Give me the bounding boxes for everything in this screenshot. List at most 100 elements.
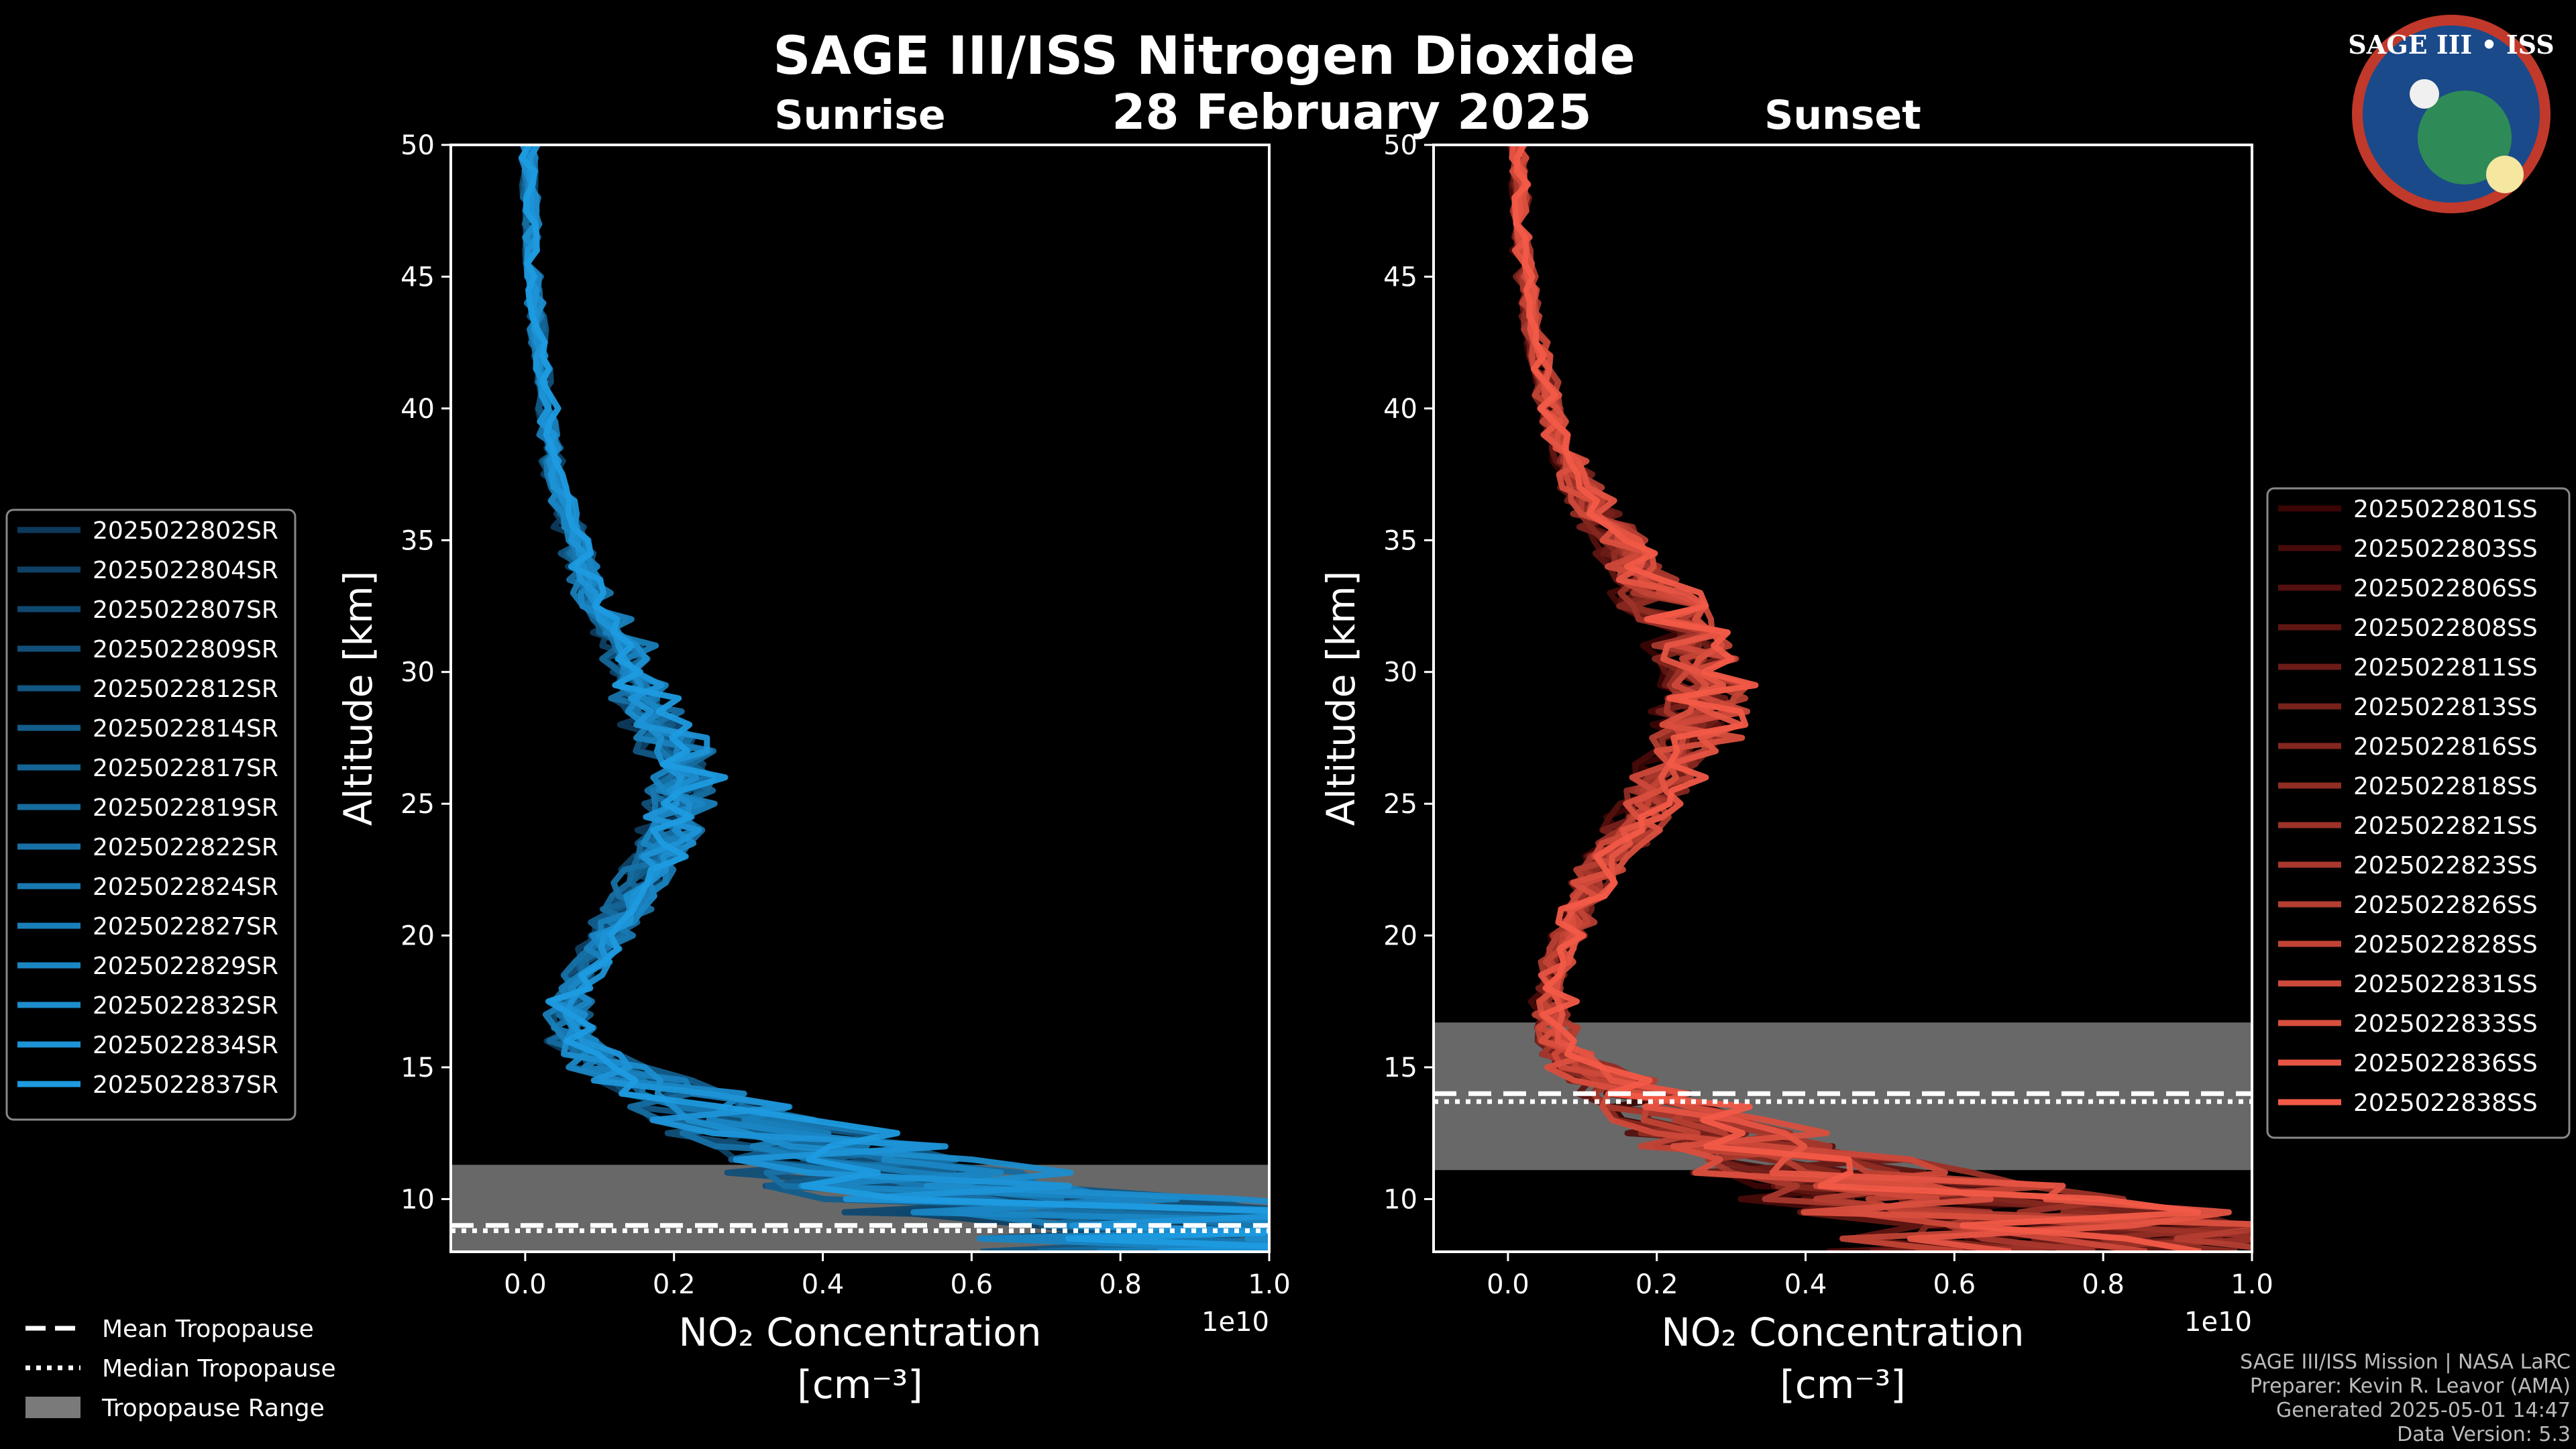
x-tick-label: 0.8: [1099, 1269, 1142, 1300]
legend-entry: 2025022819SR: [93, 794, 278, 822]
legend-entry: 2025022829SR: [93, 953, 278, 980]
panel-title: Sunrise: [774, 92, 945, 139]
legend-entry: 2025022802SR: [93, 517, 278, 545]
legend-entry: 2025022837SR: [93, 1071, 278, 1099]
y-tick-label: 20: [400, 921, 435, 952]
profile-line-2025022834SR: [524, 145, 1269, 1252]
legend-entry: 2025022806SS: [2353, 575, 2538, 602]
y-tick-label: 15: [1383, 1053, 1417, 1083]
profile-lines: [1507, 145, 2252, 1252]
y-tick-label: 30: [400, 657, 435, 688]
plot-frame: [1432, 144, 2253, 1253]
legend-entry: 2025022812SR: [93, 676, 278, 703]
legend-entry: 2025022822SR: [93, 834, 278, 861]
footer-line: Data Version: 5.3: [2397, 1423, 2571, 1446]
x-tick-label: 1.0: [1248, 1269, 1291, 1300]
y-tick-label: 35: [400, 525, 435, 556]
legend-entry: 2025022814SR: [93, 715, 278, 743]
y-tick-label: 40: [400, 394, 435, 425]
legend-entry: 2025022838SS: [2353, 1089, 2538, 1117]
y-tick-label: 20: [1383, 921, 1417, 952]
y-tick-label: 50: [1383, 130, 1417, 161]
legend-entry: 2025022828SS: [2353, 931, 2538, 959]
y-axis-label: Altitude [km]: [1318, 571, 1364, 826]
x-axis-units: [cm⁻³]: [797, 1362, 923, 1407]
figure-title: SAGE III/ISS Nitrogen Dioxide: [773, 26, 1635, 87]
tropopause-legend-label: Median Tropopause: [102, 1355, 336, 1383]
legend-box: [2266, 487, 2571, 1139]
legend-entry: 2025022813SS: [2353, 694, 2538, 721]
panel-title: Sunset: [1764, 92, 1921, 139]
x-tick-label: 0.6: [951, 1269, 994, 1300]
plot-frame: [449, 144, 1271, 1253]
legend-entry: 2025022826SS: [2353, 892, 2538, 919]
legend-entry: 2025022821SS: [2353, 812, 2538, 840]
x-offset-label: 1e10: [2184, 1307, 2252, 1338]
legend-entry: 2025022836SS: [2353, 1050, 2538, 1077]
legend-entry: 2025022831SS: [2353, 971, 2538, 998]
tropopause-range-swatch: [25, 1397, 80, 1418]
legend-entry: 2025022833SS: [2353, 1010, 2538, 1038]
legend-entry: 2025022827SR: [93, 913, 278, 941]
profile-line-2025022837SR: [519, 145, 1269, 1249]
figure-date: 28 February 2025: [1112, 84, 1591, 140]
legend-entry: 2025022824SR: [93, 873, 278, 901]
y-tick-label: 15: [400, 1053, 435, 1083]
sunset-legend: 2025022801SS 2025022803SS 2025022806SS 2025…: [2266, 487, 2571, 1139]
footer-credits: SAGE III/ISS Mission | NASA LaRCPreparer…: [2240, 1350, 2571, 1446]
legend-entry: 2025022816SS: [2353, 733, 2538, 761]
x-tick-label: 0.4: [1784, 1269, 1827, 1300]
legend-entry: 2025022809SR: [93, 636, 278, 663]
x-axis-units: [cm⁻³]: [1780, 1362, 1906, 1407]
legend-entry: 2025022823SS: [2353, 852, 2538, 879]
x-axis-label: NO₂ Concentration: [678, 1309, 1041, 1355]
x-axis-label: NO₂ Concentration: [1661, 1309, 2024, 1355]
legend-entry: 2025022811SS: [2353, 654, 2538, 682]
y-tick-label: 25: [1383, 789, 1417, 820]
y-tick-label: 25: [400, 789, 435, 820]
sage-iii-iss-logo: SAGE III • ISS: [2348, 15, 2555, 213]
logo-sun: [2486, 156, 2524, 193]
logo-moon: [2410, 79, 2439, 109]
y-tick-label: 10: [1383, 1184, 1417, 1215]
y-tick-label: 35: [1383, 525, 1417, 556]
profile-lines: [518, 145, 1269, 1252]
x-tick-label: 1.0: [2231, 1269, 2273, 1300]
tropopause-legend: Mean Tropopause Median Tropopause Tropopau…: [25, 1316, 336, 1422]
logo-globe: [2418, 91, 2512, 184]
legend-entry: 2025022801SS: [2353, 496, 2538, 523]
y-axis-label: Altitude [km]: [335, 571, 381, 826]
x-tick-label: 0.0: [504, 1269, 547, 1300]
legend-entry: 2025022832SR: [93, 992, 278, 1020]
x-tick-label: 0.4: [802, 1269, 845, 1300]
legend-entry: 2025022807SR: [93, 596, 278, 624]
sunrise-legend: 2025022802SR 2025022804SR 2025022807SR 2025…: [5, 508, 297, 1121]
y-tick-label: 30: [1383, 657, 1417, 688]
y-tick-label: 45: [1383, 262, 1417, 292]
tropopause-legend-label: Mean Tropopause: [102, 1316, 314, 1343]
y-tick-label: 10: [400, 1184, 435, 1215]
x-tick-label: 0.6: [1933, 1269, 1976, 1300]
logo-text: SAGE III • ISS: [2348, 30, 2554, 60]
profile-line-2025022827SR: [524, 145, 1269, 1252]
legend-entry: 2025022817SR: [93, 755, 278, 782]
legend-entry: 2025022808SS: [2353, 614, 2538, 642]
legend-entry: 2025022818SS: [2353, 773, 2538, 800]
legend-entry: 2025022803SS: [2353, 535, 2538, 563]
footer-line: Generated 2025-05-01 14:47: [2276, 1399, 2571, 1422]
y-tick-label: 45: [400, 262, 435, 292]
x-tick-label: 0.2: [653, 1269, 696, 1300]
footer-line: SAGE III/ISS Mission | NASA LaRC: [2240, 1350, 2571, 1374]
legend-entry: 2025022834SR: [93, 1032, 278, 1059]
sunset-panel: 10 15 20 25 30 35 40 45 50 0.0 0.2 0.4 0.6 0.8 1.0 1e10…: [1318, 92, 2273, 1407]
y-tick-label: 50: [400, 130, 435, 161]
sunrise-panel: 10 15 20 25 30 35 40 45 50 0.0 0.2 0.4 0.6 0.8 1.0 1e10…: [335, 92, 1291, 1407]
x-tick-label: 0.0: [1487, 1269, 1529, 1300]
tropopause-legend-label: Tropopause Range: [101, 1395, 325, 1422]
x-tick-label: 0.2: [1635, 1269, 1678, 1300]
x-tick-label: 0.8: [2082, 1269, 2125, 1300]
footer-line: Preparer: Kevin R. Leavor (AMA): [2250, 1375, 2571, 1398]
y-tick-label: 40: [1383, 394, 1417, 425]
legend-entry: 2025022804SR: [93, 557, 278, 584]
